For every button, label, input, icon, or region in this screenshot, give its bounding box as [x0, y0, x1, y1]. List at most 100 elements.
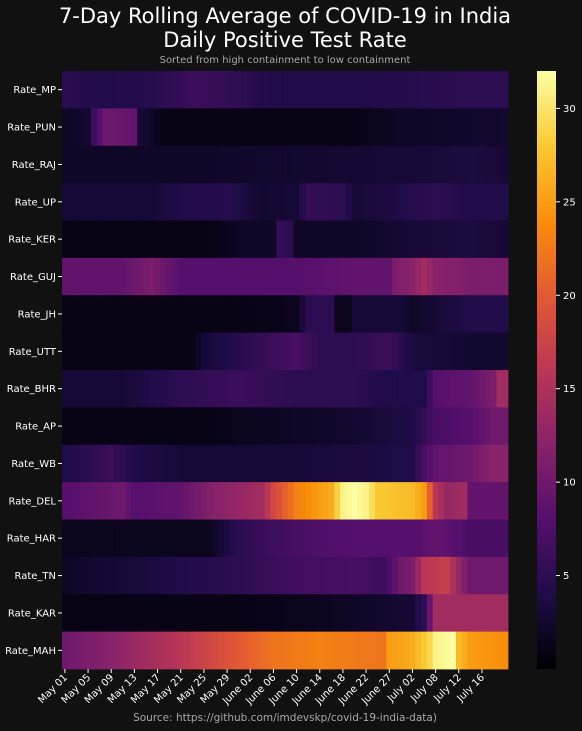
heatmap-cell: [374, 257, 381, 296]
heatmap-cell: [224, 556, 231, 595]
heatmap-cell: [432, 482, 439, 520]
heatmap-cell: [137, 407, 144, 446]
heatmap-cell: [392, 631, 399, 670]
heatmap-cell: [247, 519, 254, 558]
heatmap-cell: [496, 556, 503, 595]
heatmap-cell: [450, 519, 457, 558]
heatmap-cell: [421, 407, 428, 446]
heatmap-cell: [461, 257, 468, 296]
heatmap-cell: [258, 519, 266, 558]
heatmap-cell: [90, 145, 98, 184]
heatmap-cell: [386, 71, 393, 109]
heatmap-cell: [114, 556, 121, 595]
heatmap-cell: [160, 631, 167, 670]
heatmap-cell: [247, 145, 254, 184]
heatmap-cell: [415, 444, 422, 483]
heatmap-cell: [438, 220, 445, 259]
heatmap-cell: [496, 519, 503, 558]
heatmap-cell: [258, 332, 266, 371]
heatmap-cell: [253, 556, 260, 595]
heatmap-cell: [177, 220, 185, 259]
heatmap-cell: [461, 295, 468, 334]
heatmap-cell: [496, 370, 503, 408]
heatmap-cell: [386, 257, 393, 296]
heatmap-cell: [253, 519, 260, 558]
heatmap-cell: [137, 108, 144, 147]
heatmap-cell: [67, 370, 74, 408]
heatmap-cell: [287, 556, 295, 595]
heatmap-cell: [328, 183, 335, 221]
heatmap-cell: [276, 332, 283, 371]
heatmap-cell: [334, 295, 341, 334]
heatmap-cell: [357, 519, 364, 558]
heatmap-cell: [397, 332, 405, 371]
heatmap-cell: [79, 183, 86, 221]
heatmap-cell: [432, 145, 439, 184]
heatmap-cell: [403, 108, 410, 147]
heatmap-cell: [386, 183, 393, 221]
row-label: Rate_WB: [11, 459, 56, 470]
heatmap-cell: [479, 145, 486, 184]
row-label: Rate_MAH: [5, 646, 56, 657]
heatmap-cell: [154, 257, 161, 296]
heatmap-cell: [287, 295, 295, 334]
heatmap-cell: [67, 257, 74, 296]
heatmap-cell: [386, 631, 393, 670]
heatmap-cell: [287, 145, 295, 184]
heatmap-cell: [282, 257, 289, 296]
heatmap-cell: [287, 594, 295, 633]
heatmap-cell: [415, 482, 422, 520]
heatmap-cell: [172, 71, 179, 109]
heatmap-cell: [426, 71, 434, 109]
heatmap-cell: [143, 257, 150, 296]
heatmap-cell: [264, 594, 271, 633]
heatmap-cell: [334, 183, 341, 221]
heatmap-cell: [131, 594, 138, 633]
heatmap-cell: [108, 108, 115, 147]
heatmap-cell: [392, 482, 399, 520]
heatmap-cell: [363, 519, 370, 558]
heatmap-cell: [62, 519, 69, 558]
heatmap-cell: [444, 332, 451, 371]
heatmap-cell: [455, 631, 463, 670]
row-label: Rate_RAJ: [12, 160, 56, 171]
heatmap-cell: [282, 631, 289, 670]
heatmap-cell: [374, 145, 381, 184]
heatmap-cell: [409, 631, 416, 670]
heatmap-cell: [119, 332, 127, 371]
heatmap-cell: [299, 145, 306, 184]
heatmap-cell: [114, 183, 121, 221]
heatmap-cell: [340, 145, 347, 184]
heatmap-cell: [293, 257, 300, 296]
heatmap-cell: [322, 594, 329, 633]
heatmap-cell: [253, 594, 260, 633]
heatmap-cell: [224, 145, 231, 184]
heatmap-cell: [253, 444, 260, 483]
heatmap-cell: [160, 407, 167, 446]
heatmap-cell: [177, 370, 185, 408]
colorbar-tick-label: 25: [563, 197, 576, 208]
heatmap-cell: [397, 257, 405, 296]
heatmap-cell: [426, 519, 434, 558]
row-label: Rate_BHR: [7, 384, 56, 395]
heatmap-cell: [496, 594, 503, 633]
heatmap-cell: [421, 332, 428, 371]
heatmap-cell: [108, 631, 115, 670]
heatmap-cell: [166, 183, 173, 221]
heatmap-cell: [264, 71, 271, 109]
heatmap-cell: [241, 370, 248, 408]
heatmap-cell: [368, 257, 376, 296]
heatmap-cell: [235, 108, 242, 147]
heatmap-cell: [345, 145, 353, 184]
heatmap-cell: [166, 519, 173, 558]
heatmap-cell: [85, 482, 92, 520]
heatmap-cell: [154, 370, 161, 408]
heatmap-cell: [148, 444, 156, 483]
heatmap-cell: [380, 257, 387, 296]
heatmap-cell: [403, 631, 410, 670]
heatmap-cell: [340, 71, 347, 109]
heatmap-cell: [287, 482, 295, 520]
heatmap-cell: [172, 519, 179, 558]
heatmap-cell: [125, 482, 132, 520]
heatmap-cell: [357, 556, 364, 595]
